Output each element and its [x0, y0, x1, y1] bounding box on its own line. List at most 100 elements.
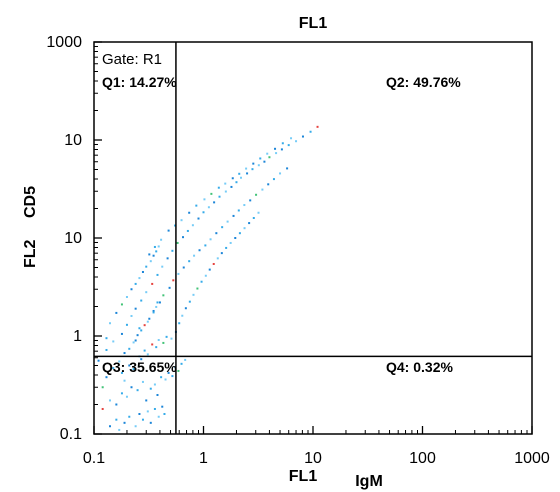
scatter-point [141, 270, 144, 273]
scatter-point [151, 343, 154, 346]
scatter-point [216, 257, 219, 260]
scatter-point [118, 428, 121, 431]
scatter-point [231, 177, 234, 180]
scatter-point [128, 347, 131, 350]
scatter-point [266, 152, 269, 155]
scatter-point [281, 142, 284, 145]
scatter-point [220, 252, 223, 255]
scatter-point [151, 282, 154, 285]
scatter-point [130, 386, 133, 389]
scatter-point [191, 224, 194, 227]
y-axis-label-cd5: CD5 [22, 186, 39, 218]
scatter-point [149, 387, 152, 390]
scatter-point [230, 185, 233, 188]
scatter-point [97, 359, 100, 362]
scatter-point [184, 358, 187, 361]
scatter-point [160, 238, 163, 241]
scatter-point [153, 407, 156, 410]
scatter-point [217, 186, 220, 189]
scatter-point [120, 371, 123, 374]
scatter-point [257, 211, 260, 214]
scatter-point [140, 329, 143, 332]
scatter-point [134, 339, 137, 342]
scatter-point [188, 211, 191, 214]
scatter-point [115, 403, 118, 406]
scatter-point [146, 410, 149, 413]
scatter-point [141, 418, 144, 421]
scatter-point [134, 282, 137, 285]
scatter-points [97, 125, 319, 431]
scatter-point [155, 346, 158, 349]
scatter-point [251, 168, 254, 171]
scatter-point [105, 376, 108, 379]
scatter-point [215, 232, 218, 235]
scatter-point [145, 291, 148, 294]
scatter-point [162, 294, 165, 297]
scatter-point [136, 389, 139, 392]
scatter-point [134, 425, 137, 428]
chart-title: FL1 [299, 15, 328, 32]
scatter-point [128, 364, 131, 367]
scatter-point [181, 314, 184, 317]
scatter-point [174, 366, 177, 369]
scatter-point [235, 181, 238, 184]
scatter-point [280, 148, 283, 151]
scatter-point [274, 147, 277, 150]
scatter-point [146, 353, 149, 356]
scatter-point [149, 421, 152, 424]
scatter-point [140, 299, 143, 302]
scatter-point [210, 192, 213, 195]
scatter-point [178, 322, 181, 325]
y-axis-tick-label: 1 [73, 328, 82, 345]
scatter-point [204, 274, 207, 277]
scatter-point [136, 334, 139, 337]
scatter-point [167, 371, 170, 374]
scatter-point [123, 421, 126, 424]
scatter-point [148, 253, 151, 256]
scatter-point [221, 226, 224, 229]
gate-label: Gate: R1 [102, 51, 162, 68]
scatter-point [109, 322, 112, 325]
scatter-point [275, 152, 278, 155]
scatter-point [161, 405, 164, 408]
scatter-point [202, 211, 205, 214]
y-axis-ticks: 0.1 1 10 10 1000 [46, 34, 102, 443]
scatter-point [165, 335, 168, 338]
x-axis-ticks: 0.1 1 10 100 1000 [83, 426, 550, 467]
scatter-point [290, 137, 293, 140]
scatter-point [176, 241, 179, 244]
scatter-point [243, 227, 246, 230]
scatter-point [157, 245, 160, 248]
scatter-point [245, 167, 248, 170]
scatter-point [295, 140, 298, 143]
scatter-point [152, 311, 155, 314]
x-axis-label-fl1: FL1 [289, 468, 318, 485]
scatter-point [252, 216, 255, 219]
scatter-point [163, 412, 166, 415]
scatter-point [134, 307, 137, 310]
scatter-point [125, 323, 128, 326]
scatter-point [239, 176, 242, 179]
scatter-point [109, 399, 112, 402]
scatter-point [267, 183, 270, 186]
scatter-point [301, 135, 304, 138]
scatter-point [203, 198, 206, 201]
scatter-point [167, 229, 170, 232]
scatter-point [218, 195, 221, 198]
scatter-point [213, 201, 216, 204]
x-axis-tick-label: 100 [409, 450, 436, 467]
scatter-point [257, 164, 260, 167]
scatter-point [182, 236, 185, 239]
scatter-point [286, 167, 289, 170]
scatter-point [207, 206, 210, 209]
scatter-point [148, 317, 151, 320]
scatter-point [123, 379, 126, 382]
scatter-point [177, 369, 180, 372]
scatter-point [180, 219, 183, 222]
scatter-point [204, 244, 207, 247]
scatter-point [112, 340, 115, 343]
scatter-point [125, 395, 128, 398]
scatter-point [128, 415, 131, 418]
scatter-point [149, 260, 152, 263]
